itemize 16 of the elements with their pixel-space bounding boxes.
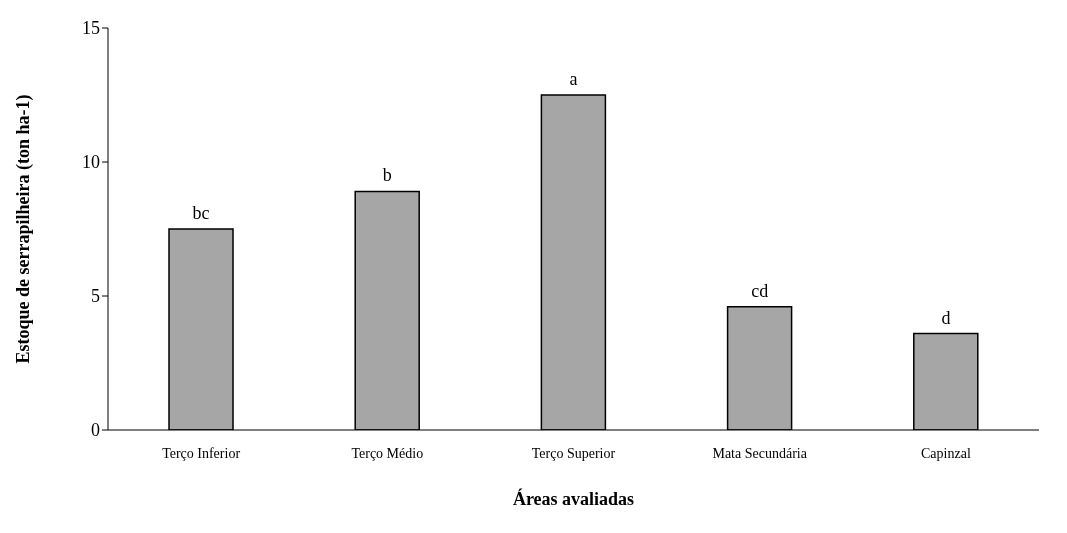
annotation: a [569,69,578,89]
annotation: cd [751,280,769,301]
y-tick-label: 5 [91,286,100,307]
x-tick-label: Terço Médio [351,445,424,461]
y-tick-label: 0 [91,420,100,441]
x-tick-label: Terço Superior [531,445,616,461]
x-tick-label: Mata Secundária [712,445,808,461]
annotation: d [941,307,951,328]
y-tick-label: 15 [82,18,100,39]
y-tick-label: 10 [82,152,100,173]
y-axis-title: Estoque de serrapilheira (ton ha-1) [13,94,35,364]
annotation: b [382,165,392,186]
annotation: bc [192,203,210,223]
x-axis-title: Áreas avaliadas [512,488,635,509]
x-tick-label: Terço Inferior [162,445,241,461]
x-tick-label: Capinzal [921,445,971,461]
